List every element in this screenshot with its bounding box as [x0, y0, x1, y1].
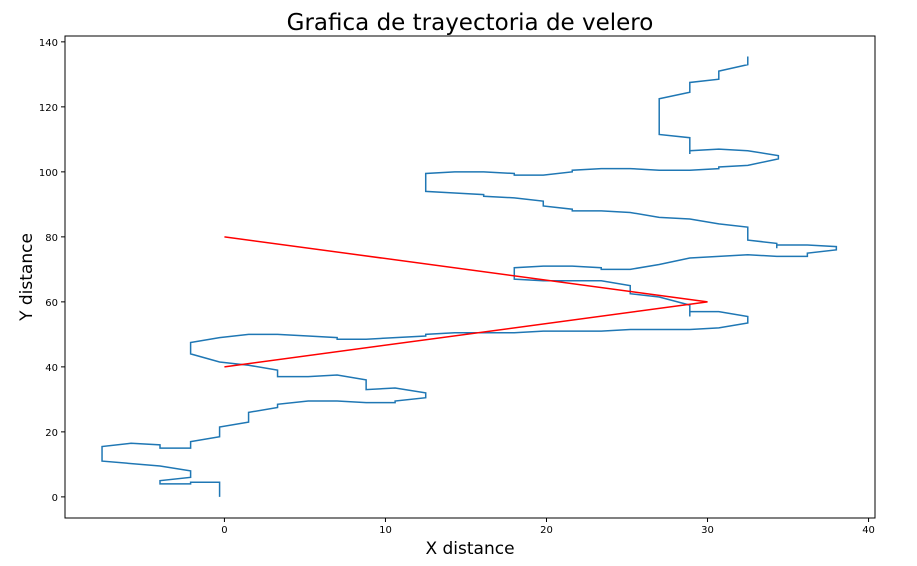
y-tick-label: 120 — [39, 103, 58, 114]
trajectory-line — [224, 236, 708, 368]
y-tick-label: 20 — [45, 428, 58, 439]
chart-title: Grafica de trayectoria de velero — [287, 10, 654, 36]
y-tick-label: 100 — [39, 168, 58, 179]
y-tick-label: 140 — [39, 38, 58, 49]
trajectory-line — [101, 56, 838, 497]
x-tick-label: 40 — [862, 525, 875, 536]
x-axis-label: X distance — [425, 539, 514, 559]
x-tick-label: 20 — [540, 525, 553, 536]
plot-frame — [64, 35, 876, 519]
x-tick-label: 0 — [221, 525, 227, 536]
y-axis-label: Y distance — [17, 233, 37, 322]
x-tick-label: 10 — [379, 525, 392, 536]
y-tick-label: 60 — [45, 298, 58, 309]
y-tick-label: 40 — [45, 363, 58, 374]
x-tick-label: 30 — [701, 525, 714, 536]
y-tick-label: 80 — [45, 233, 58, 244]
y-tick-label: 0 — [52, 493, 58, 504]
